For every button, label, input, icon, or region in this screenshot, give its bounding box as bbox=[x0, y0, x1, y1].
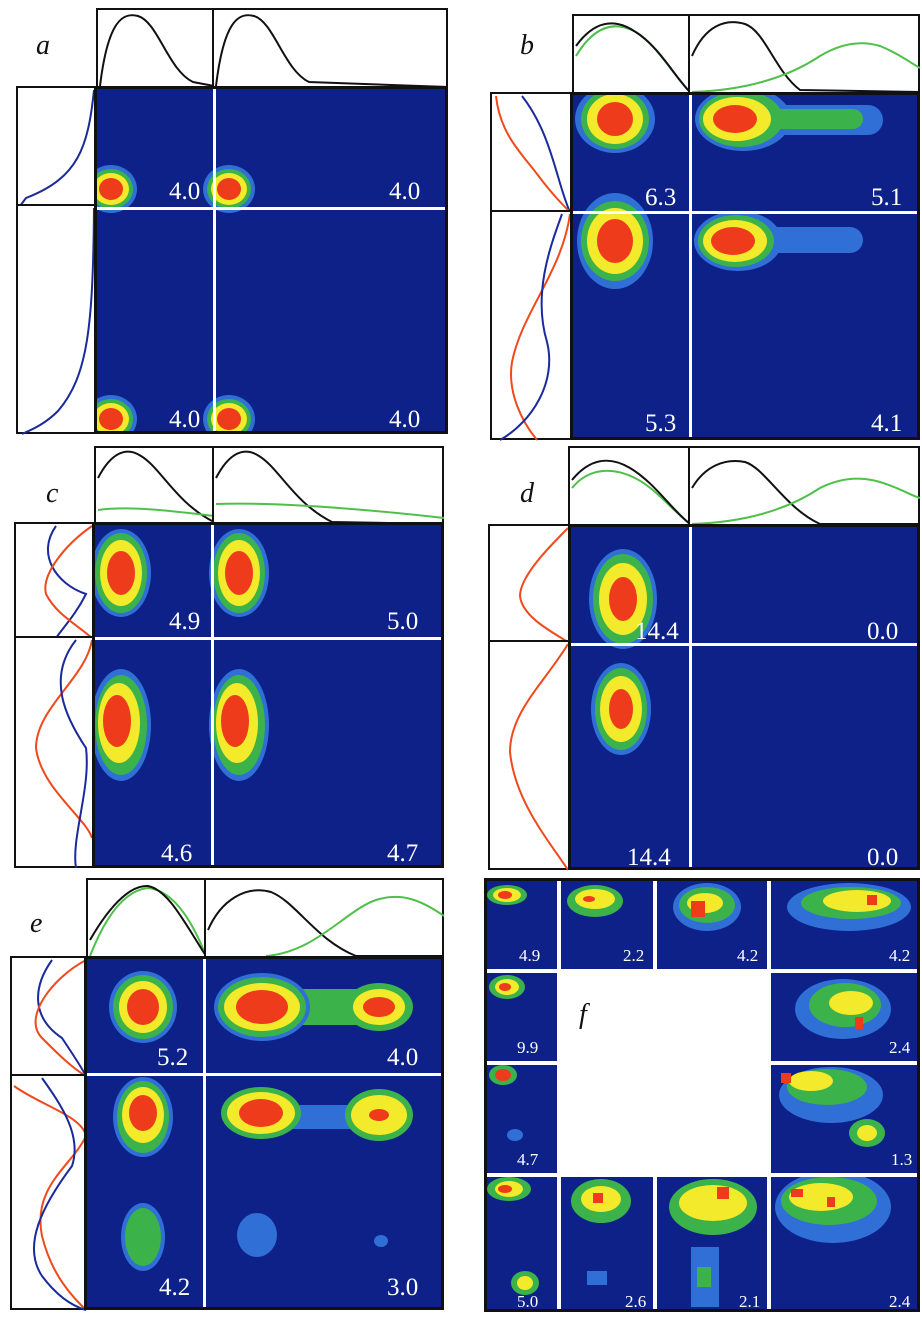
value-f-11: 2.1 bbox=[739, 1292, 761, 1311]
left-marginal-a-2 bbox=[16, 204, 96, 435]
panel-label-f: f bbox=[579, 999, 587, 1030]
left-marginal-b-1 bbox=[490, 92, 572, 213]
f-cell-2: 2.2 bbox=[561, 881, 653, 969]
value-f-4: 4.2 bbox=[889, 946, 911, 965]
value-a-3: 4.0 bbox=[169, 406, 201, 433]
top-marginal-c-1 bbox=[94, 446, 215, 524]
value-e-4: 3.0 bbox=[387, 1274, 419, 1301]
f-cell-6: 2.4 bbox=[771, 973, 917, 1061]
f-cell-10: 2.6 bbox=[561, 1177, 653, 1311]
value-f-12: 2.4 bbox=[889, 1292, 911, 1311]
f-cell-4: 4.2 bbox=[771, 881, 917, 969]
value-a-2: 4.0 bbox=[389, 178, 421, 205]
value-f-7: 4.7 bbox=[517, 1150, 539, 1169]
left-marginal-d-2 bbox=[488, 640, 570, 871]
left-marginal-e-2 bbox=[10, 1074, 88, 1311]
value-e-3: 4.2 bbox=[159, 1274, 191, 1301]
top-marginal-c-2 bbox=[212, 446, 445, 525]
value-b-1: 6.3 bbox=[645, 184, 677, 211]
value-c-3: 4.6 bbox=[161, 840, 193, 867]
value-c-1: 4.9 bbox=[169, 608, 201, 635]
value-e-1: 5.2 bbox=[157, 1044, 189, 1071]
value-f-6: 2.4 bbox=[889, 1038, 911, 1057]
value-a-4: 4.0 bbox=[389, 406, 421, 433]
panel-label-a: a bbox=[36, 30, 50, 61]
top-marginal-a-1 bbox=[96, 8, 215, 88]
f-cell-5: 9.9 bbox=[487, 973, 557, 1061]
left-marginal-b-2 bbox=[490, 210, 572, 441]
f-cell-7: 4.7 bbox=[487, 1065, 557, 1173]
value-d-1: 14.4 bbox=[635, 618, 679, 645]
value-a-1: 4.0 bbox=[169, 178, 201, 205]
value-d-2: 0.0 bbox=[867, 618, 899, 645]
f-cell-8: 1.3 bbox=[771, 1065, 917, 1173]
top-marginal-d-1 bbox=[568, 446, 691, 526]
top-marginal-e-2 bbox=[204, 878, 445, 958]
value-c-2: 5.0 bbox=[387, 608, 419, 635]
panel-label-e: e bbox=[30, 908, 43, 939]
heatmap-e: 5.2 4.0 4.2 3.0 bbox=[84, 956, 444, 1310]
value-f-2: 2.2 bbox=[623, 946, 645, 965]
heatmap-b: 6.3 5.1 5.3 4.1 bbox=[570, 92, 920, 440]
heatmap-a: 4.0 4.0 4.0 4.0 bbox=[94, 86, 448, 434]
value-f-9: 5.0 bbox=[517, 1292, 539, 1311]
panel-label-b: b bbox=[520, 30, 534, 61]
value-d-4: 0.0 bbox=[867, 844, 899, 870]
f-cell-1: 4.9 bbox=[487, 881, 557, 969]
value-d-3: 14.4 bbox=[627, 844, 671, 870]
value-e-2: 4.0 bbox=[387, 1044, 419, 1071]
top-marginal-a-2 bbox=[212, 8, 449, 88]
left-marginal-c-2 bbox=[14, 636, 94, 869]
value-f-10: 2.6 bbox=[625, 1292, 647, 1311]
top-marginal-b-2 bbox=[688, 14, 921, 94]
heatmap-grid-f: 4.9 2.2 4.2 4.2 9.9 2.4 4.7 bbox=[484, 878, 920, 1312]
f-cell-3: 4.2 bbox=[657, 881, 767, 969]
top-marginal-d-2 bbox=[688, 446, 921, 526]
top-marginal-e-1 bbox=[86, 878, 207, 958]
left-marginal-e-1 bbox=[10, 956, 87, 1077]
value-f-8: 1.3 bbox=[891, 1150, 913, 1169]
value-f-5: 9.9 bbox=[517, 1038, 539, 1057]
left-marginal-a-1 bbox=[16, 86, 96, 207]
value-b-3: 5.3 bbox=[645, 410, 677, 437]
f-cell-9: 5.0 bbox=[487, 1177, 557, 1311]
value-c-4: 4.7 bbox=[387, 840, 419, 867]
left-marginal-c-1 bbox=[14, 522, 94, 639]
panel-label-c: c bbox=[46, 478, 59, 509]
value-b-2: 5.1 bbox=[871, 184, 903, 211]
value-f-1: 4.9 bbox=[519, 946, 541, 965]
left-marginal-d-1 bbox=[488, 524, 570, 643]
value-b-4: 4.1 bbox=[871, 410, 903, 437]
value-f-3: 4.2 bbox=[737, 946, 759, 965]
f-cell-12: 2.4 bbox=[771, 1177, 917, 1311]
top-marginal-b-1 bbox=[572, 14, 691, 94]
heatmap-c: 4.9 5.0 4.6 4.7 bbox=[92, 522, 444, 868]
panel-label-d: d bbox=[520, 478, 534, 509]
f-cell-11: 2.1 bbox=[657, 1177, 767, 1311]
heatmap-d: 14.4 0.0 14.4 0.0 bbox=[568, 524, 920, 870]
